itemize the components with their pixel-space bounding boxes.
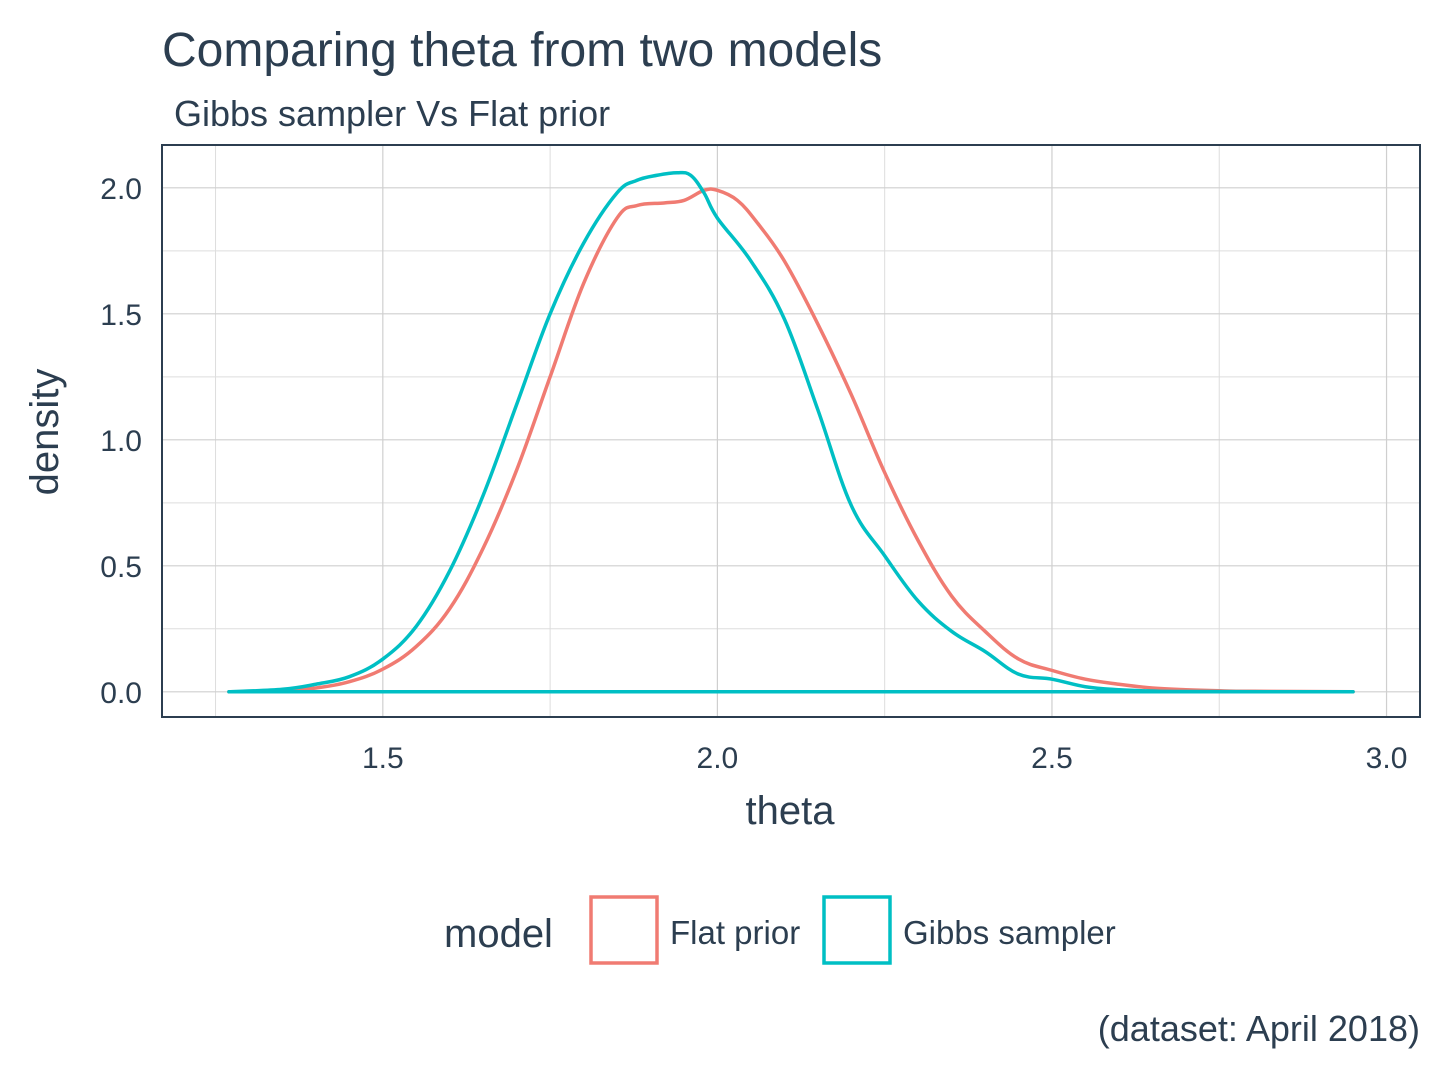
x-tick-label: 2.0 xyxy=(697,742,739,775)
chart-subtitle: Gibbs sampler Vs Flat prior xyxy=(174,93,610,134)
legend-title: model xyxy=(444,912,553,956)
y-tick-label: 0.5 xyxy=(100,551,142,584)
minor-gridlines xyxy=(162,145,1420,717)
x-tick-label: 2.5 xyxy=(1031,742,1073,775)
legend-label: Gibbs sampler xyxy=(903,914,1116,951)
panel-border xyxy=(161,144,1421,718)
x-tick-label: 1.5 xyxy=(362,742,404,775)
y-tick-label: 1.0 xyxy=(100,425,142,458)
series-line-gibbs-sampler xyxy=(227,170,1355,694)
legend-label: Flat prior xyxy=(670,914,800,951)
y-tick-label: 1.5 xyxy=(100,299,142,332)
y-axis-title: density xyxy=(23,369,67,496)
chart-title: Comparing theta from two models xyxy=(162,24,882,77)
series-layer xyxy=(227,170,1355,694)
chart-caption: (dataset: April 2018) xyxy=(1098,1008,1420,1049)
y-axis-ticks: 0.0 0.5 1.0 1.5 2.0 xyxy=(100,173,142,710)
legend-key xyxy=(589,895,659,965)
legend-items: Flat prior Gibbs sampler xyxy=(589,895,1116,965)
y-tick-label: 2.0 xyxy=(100,173,142,206)
legend: model Flat prior Gibbs sampler xyxy=(444,895,1116,965)
x-tick-label: 3.0 xyxy=(1366,742,1408,775)
major-gridlines xyxy=(162,145,1420,717)
plot-panel xyxy=(161,144,1421,718)
y-tick-label: 0.0 xyxy=(100,677,142,710)
x-axis-ticks: 1.5 2.0 2.5 3.0 xyxy=(362,742,1407,775)
series-line-flat-prior xyxy=(227,187,1355,694)
legend-key xyxy=(822,895,892,965)
x-axis-title: theta xyxy=(746,789,836,833)
